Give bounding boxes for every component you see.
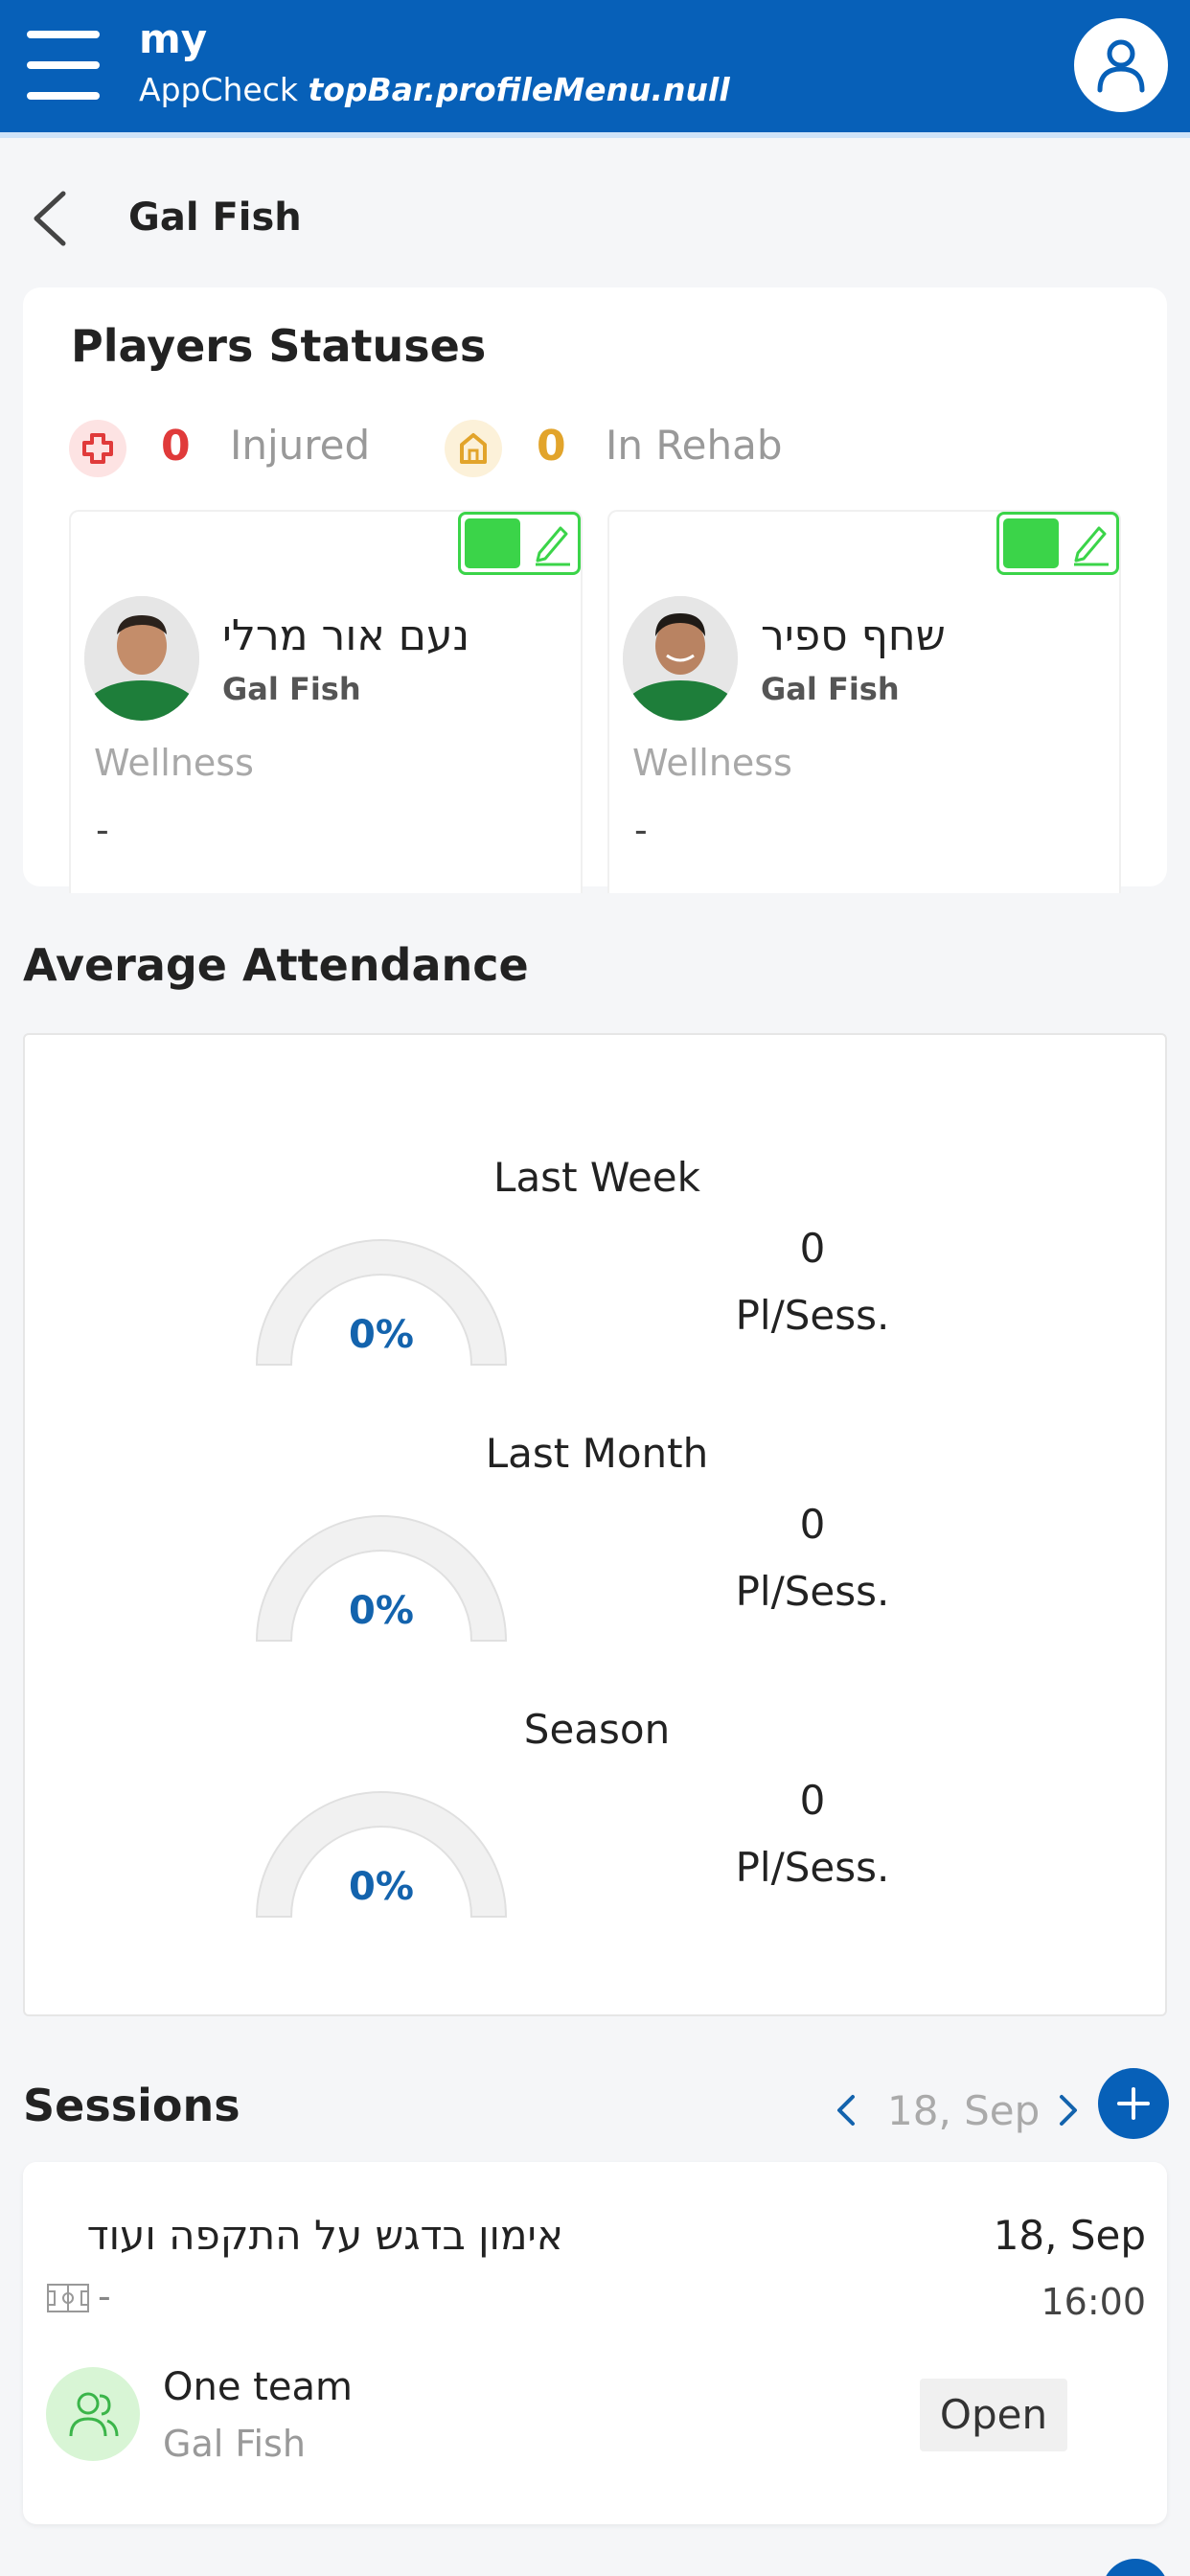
chevron-left-icon xyxy=(34,191,66,246)
pencil-icon xyxy=(1074,526,1109,566)
status-toggle[interactable] xyxy=(465,518,520,568)
user-icon xyxy=(1097,39,1145,93)
prev-date-button[interactable] xyxy=(826,2085,864,2135)
attendance-count: 0 xyxy=(799,1777,826,1824)
current-date: 18, Sep xyxy=(887,2087,1041,2134)
attendance-unit: Pl/Sess. xyxy=(735,1292,890,1339)
session-name: אימון בדגש על התקפה ועוד xyxy=(86,2212,563,2259)
status-toggle[interactable] xyxy=(1003,518,1059,568)
player-name: שחף ספיר xyxy=(761,611,946,660)
sessions-title: Sessions xyxy=(23,2080,240,2131)
players-statuses-title: Players Statuses xyxy=(71,320,487,372)
attendance-unit: Pl/Sess. xyxy=(735,1844,890,1891)
menu-icon[interactable] xyxy=(27,29,100,102)
team-icon xyxy=(46,2367,140,2461)
attendance-period-label: Last Month xyxy=(485,1430,709,1477)
player-team: Gal Fish xyxy=(761,671,900,707)
injured-icon xyxy=(69,420,126,477)
attendance-card: Last Week 0% 0 Pl/Sess. Last Month 0% 0 … xyxy=(23,1033,1167,2016)
rehab-label: In Rehab xyxy=(606,422,783,469)
back-button[interactable] xyxy=(25,188,73,249)
app-subtitle-prefix: AppCheck xyxy=(139,71,298,108)
wellness-label: Wellness xyxy=(632,742,792,784)
wellness-label: Wellness xyxy=(94,742,254,784)
rehab-icon xyxy=(445,420,502,477)
chevron-right-icon xyxy=(1060,2095,1077,2126)
attendance-count: 0 xyxy=(799,1225,826,1272)
session-time: 16:00 xyxy=(1041,2281,1146,2323)
injured-label: Injured xyxy=(230,422,371,469)
session-field: - xyxy=(98,2275,111,2317)
profile-button[interactable] xyxy=(1074,18,1168,112)
pencil-icon xyxy=(536,526,570,566)
attendance-period-label: Season xyxy=(523,1706,671,1753)
session-team-sub: Gal Fish xyxy=(163,2423,306,2465)
floating-action-button[interactable] xyxy=(1102,2559,1169,2576)
attendance-unit: Pl/Sess. xyxy=(735,1568,890,1615)
status-toggle-edit[interactable] xyxy=(996,512,1119,575)
session-card[interactable]: אימון בדגש על התקפה ועוד 18, Sep 16:00 -… xyxy=(23,2162,1167,2524)
player-card[interactable]: שחף ספיר Gal Fish Wellness - xyxy=(607,510,1121,893)
app-subtitle-key: topBar.profileMenu.null xyxy=(308,71,730,108)
session-team: One team xyxy=(163,2365,353,2409)
app-subtitle: AppCheck topBar.profileMenu.null xyxy=(139,71,730,108)
field-icon xyxy=(47,2284,89,2312)
player-name: נעם אור מרלי xyxy=(222,611,470,660)
chevron-left-icon xyxy=(837,2095,855,2126)
session-status-button[interactable]: Open xyxy=(920,2379,1067,2451)
page-title: Gal Fish xyxy=(128,196,302,240)
session-date: 18, Sep xyxy=(993,2212,1146,2259)
player-avatar xyxy=(84,596,199,721)
players-statuses-card: Players Statuses 0 Injured 0 In Rehab xyxy=(23,288,1167,893)
attendance-percent: 0% xyxy=(349,1313,414,1357)
wellness-value: - xyxy=(96,809,109,851)
next-date-button[interactable] xyxy=(1050,2085,1088,2135)
attendance-count: 0 xyxy=(799,1501,826,1548)
app-title: my xyxy=(139,15,208,62)
injured-count: 0 xyxy=(161,422,191,471)
top-bar: my AppCheck topBar.profileMenu.null xyxy=(0,0,1190,138)
player-avatar xyxy=(623,596,738,721)
rehab-count: 0 xyxy=(537,422,566,471)
add-session-button[interactable] xyxy=(1098,2068,1169,2139)
player-card[interactable]: נעם אור מרלי Gal Fish Wellness - xyxy=(69,510,583,893)
attendance-gauge xyxy=(255,1791,508,1918)
attendance-percent: 0% xyxy=(349,1589,414,1633)
attendance-title: Average Attendance xyxy=(23,939,529,991)
status-toggle-edit[interactable] xyxy=(458,512,581,575)
attendance-percent: 0% xyxy=(349,1865,414,1909)
player-team: Gal Fish xyxy=(222,671,361,707)
attendance-gauge xyxy=(255,1515,508,1642)
attendance-gauge xyxy=(255,1239,508,1366)
attendance-period-label: Last Week xyxy=(493,1154,700,1201)
wellness-value: - xyxy=(634,809,648,851)
